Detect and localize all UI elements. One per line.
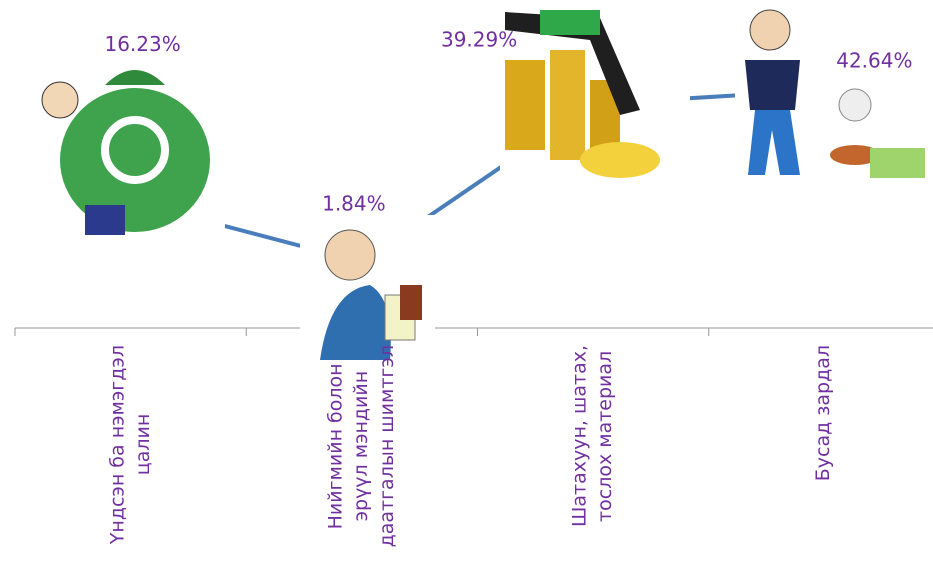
poor-man-image [735,5,925,185]
x-tick-label: Бусад зардал [812,345,835,482]
fuel-coins-image [500,5,690,190]
data-label: 16.23% [104,32,180,56]
data-label: 39.29% [441,28,517,52]
data-label: 42.64% [836,49,912,73]
data-label: 1.84% [322,192,386,216]
x-tick-label: Нийгмийн болон эрүүл мэндийн даатгалын ш… [324,345,398,548]
data-line [130,88,825,265]
x-tick-label: Үндсэн ба нэмэгдэл цалин [105,345,154,545]
money-bag-image [40,55,225,245]
x-tick-label: Шатахуун, шатах, тослох материал [568,345,617,527]
old-man-image [300,215,435,360]
